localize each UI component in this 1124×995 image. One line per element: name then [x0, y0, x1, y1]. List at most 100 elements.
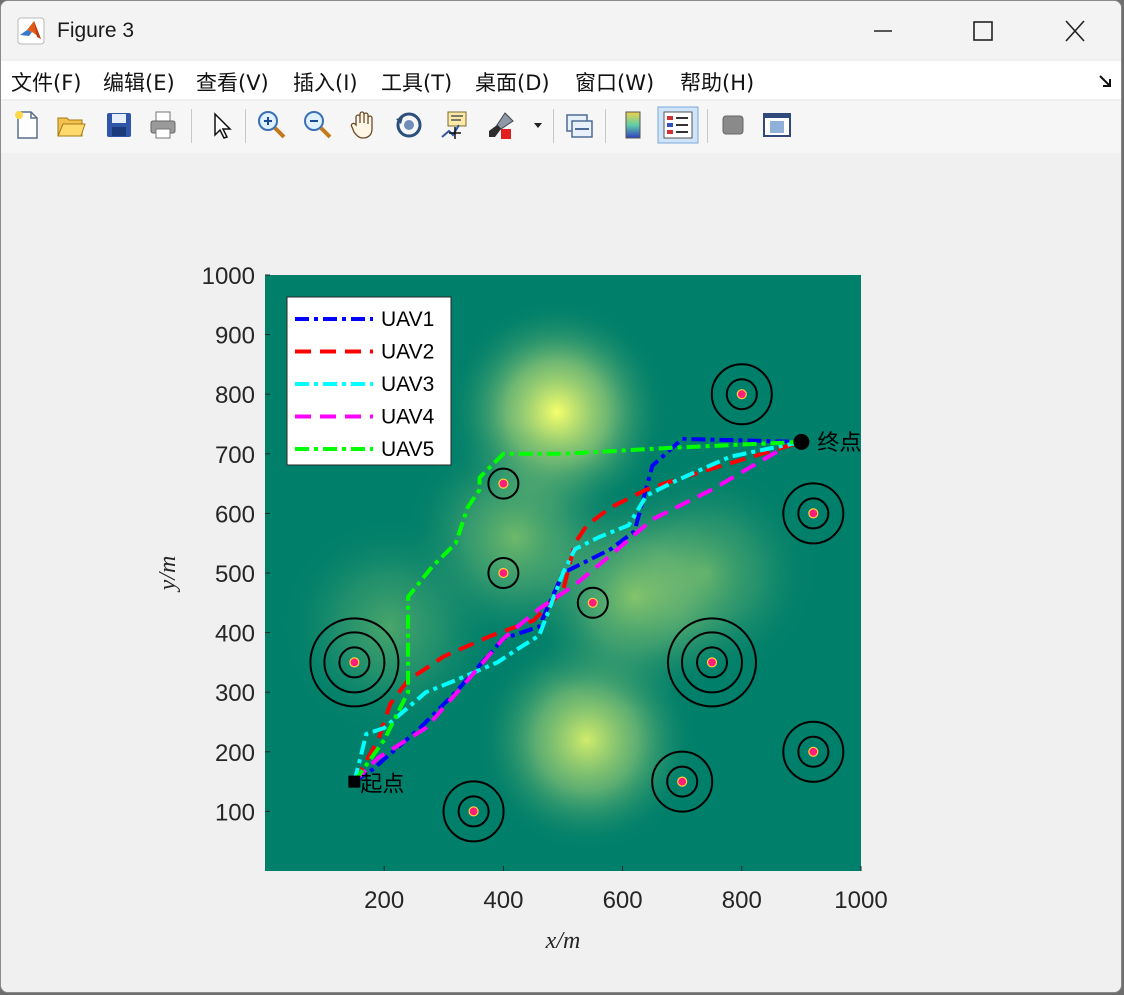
- rotate-3d-icon[interactable]: [393, 109, 425, 141]
- legend: UAV1 UAV2 UAV3 UAV4 UAV5: [286, 296, 452, 466]
- zoom-out-icon[interactable]: [301, 109, 333, 141]
- figure-canvas: 起点 终点 200 400 600 800 1000 100 200 300 400 500 600 70…: [1, 153, 1122, 993]
- threat-ring: [487, 557, 520, 589]
- threat-zone: [782, 720, 845, 783]
- threat-center: [498, 478, 509, 489]
- y-tick-label: 1000: [202, 263, 255, 290]
- x-tick-label: 600: [603, 887, 643, 914]
- threat-zone: [442, 780, 505, 843]
- matlab-logo-icon: [17, 17, 45, 45]
- menu-edit[interactable]: 编辑(E): [103, 71, 175, 95]
- threat-center: [808, 746, 819, 757]
- threat-ring: [696, 646, 728, 679]
- threat-ring: [782, 482, 845, 545]
- dock-arrow-icon[interactable]: [1097, 73, 1113, 89]
- hide-plot-tools-icon[interactable]: [717, 109, 749, 141]
- link-plot-icon[interactable]: [563, 109, 595, 141]
- threat-ring: [442, 780, 505, 843]
- menu-window[interactable]: 窗口(W): [575, 71, 655, 95]
- threat-ring: [797, 735, 830, 768]
- menu-file[interactable]: 文件(F): [11, 71, 82, 95]
- end-marker: [793, 433, 810, 450]
- x-tick-label: 400: [483, 887, 523, 914]
- threat-ring: [710, 363, 773, 426]
- title-bar: Figure 3: [1, 1, 1121, 59]
- brush-icon[interactable]: [485, 109, 517, 141]
- x-tick-label: 800: [722, 887, 762, 914]
- threat-ring: [309, 617, 400, 708]
- threat-center: [349, 657, 360, 668]
- threat-center: [736, 389, 747, 400]
- zoom-in-icon[interactable]: [255, 109, 287, 141]
- menu-view[interactable]: 查看(V): [196, 71, 269, 95]
- start-label: 起点: [360, 773, 404, 798]
- close-button[interactable]: [1053, 13, 1097, 49]
- threat-ring: [323, 631, 386, 694]
- save-icon[interactable]: [103, 109, 135, 141]
- y-tick-label: 300: [215, 680, 255, 707]
- menu-bar: 文件(F) 编辑(E) 查看(V) 插入(I) 工具(T) 桌面(D) 窗口(W…: [1, 61, 1121, 99]
- window-title: Figure 3: [57, 19, 135, 42]
- x-tick-label: 200: [364, 887, 404, 914]
- terrain-peak: [592, 459, 820, 687]
- threat-center: [498, 567, 509, 579]
- y-tick-label: 600: [215, 501, 255, 528]
- legend-label: UAV2: [381, 341, 434, 364]
- threat-ring: [651, 750, 714, 813]
- legend-label: UAV5: [381, 438, 434, 461]
- y-tick-label: 100: [215, 799, 255, 826]
- y-tick-label: 400: [215, 621, 255, 648]
- path-uav3: [352, 439, 802, 783]
- threat-center: [808, 508, 819, 519]
- path-uav1: [353, 436, 802, 784]
- threat-zone: [487, 467, 520, 500]
- start-marker: [348, 775, 361, 788]
- minimize-button[interactable]: [861, 13, 905, 49]
- path-uav5: [352, 439, 802, 783]
- x-axis-label: x/m: [545, 928, 581, 954]
- uav-path-chart[interactable]: 起点 终点 200 400 600 800 1000 100 200 300 400 500 600 70…: [1, 153, 1122, 993]
- data-cursor-icon[interactable]: [439, 109, 471, 141]
- path-uav2: [352, 439, 802, 783]
- threat-zone: [710, 363, 773, 426]
- menu-insert[interactable]: 插入(I): [293, 71, 358, 95]
- legend-box: [286, 296, 452, 466]
- threat-ring: [681, 631, 743, 694]
- threat-center: [468, 806, 479, 817]
- maximize-button[interactable]: [961, 13, 1005, 49]
- terrain-layer: [276, 298, 820, 854]
- y-tick-label: 200: [215, 740, 255, 767]
- y-tick-label: 500: [215, 561, 255, 588]
- menu-desktop[interactable]: 桌面(D): [475, 71, 550, 95]
- threat-center: [677, 776, 688, 787]
- y-tick-label: 700: [215, 442, 255, 469]
- open-file-icon[interactable]: [55, 109, 87, 141]
- brush-dropdown-icon[interactable]: [531, 109, 545, 141]
- legend-label: UAV4: [381, 406, 435, 429]
- threat-ring: [576, 586, 609, 619]
- threat-ring: [457, 795, 490, 828]
- new-figure-icon[interactable]: [11, 109, 43, 141]
- threat-center: [706, 657, 718, 668]
- toolbar-separator: [191, 109, 192, 143]
- toolbar-separator: [605, 109, 606, 143]
- menu-help[interactable]: 帮助(H): [680, 71, 755, 95]
- x-tick-label: 1000: [834, 887, 887, 914]
- y-tick-label: 800: [215, 382, 255, 409]
- threat-ring: [338, 646, 371, 679]
- threat-zone: [487, 557, 520, 589]
- select-pointer-icon[interactable]: [205, 109, 237, 141]
- menu-tools[interactable]: 工具(T): [381, 71, 453, 95]
- pan-hand-icon[interactable]: [347, 109, 379, 141]
- y-tick-label: 900: [215, 323, 255, 350]
- show-plot-tools-icon[interactable]: [761, 109, 793, 141]
- legend-label: UAV3: [381, 373, 434, 396]
- end-label: 终点: [817, 431, 861, 456]
- print-icon[interactable]: [147, 109, 179, 141]
- threat-zone: [667, 617, 757, 708]
- legend-icon[interactable]: [657, 106, 699, 144]
- threat-ring: [797, 497, 830, 530]
- colorbar-icon[interactable]: [617, 109, 649, 141]
- toolbar-separator: [245, 109, 246, 143]
